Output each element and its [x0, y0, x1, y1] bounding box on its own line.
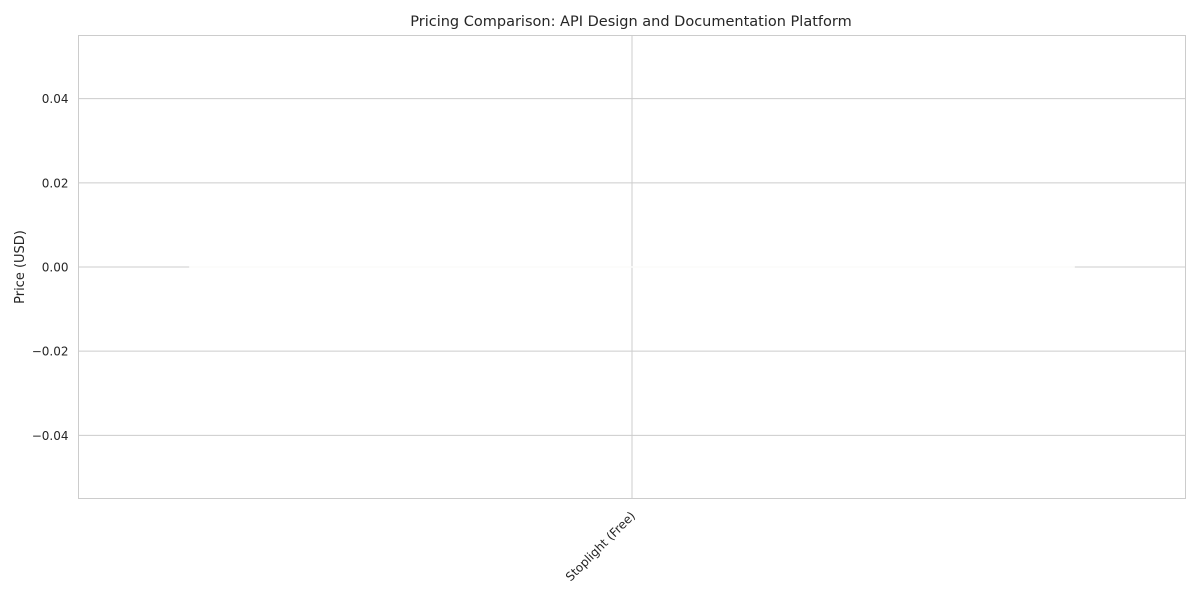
y-tick-label: 0.00 [42, 261, 69, 275]
y-tick-labels: −0.04 −0.02 0.00 0.02 0.04 [32, 92, 69, 443]
y-axis-label: Price (USD) [13, 230, 28, 304]
y-tick-label: −0.02 [32, 345, 69, 359]
y-tick-label: −0.04 [32, 429, 69, 443]
plot-area-frame [78, 35, 1186, 499]
x-tick-label: Stoplight (Free) [563, 509, 638, 584]
chart-title: Pricing Comparison: API Design and Docum… [410, 14, 851, 30]
y-tick-label: 0.02 [42, 176, 69, 190]
x-tick-labels: Stoplight (Free) [563, 509, 638, 584]
bar [189, 266, 1075, 268]
bars [189, 266, 1075, 268]
y-tick-label: 0.04 [42, 92, 69, 106]
